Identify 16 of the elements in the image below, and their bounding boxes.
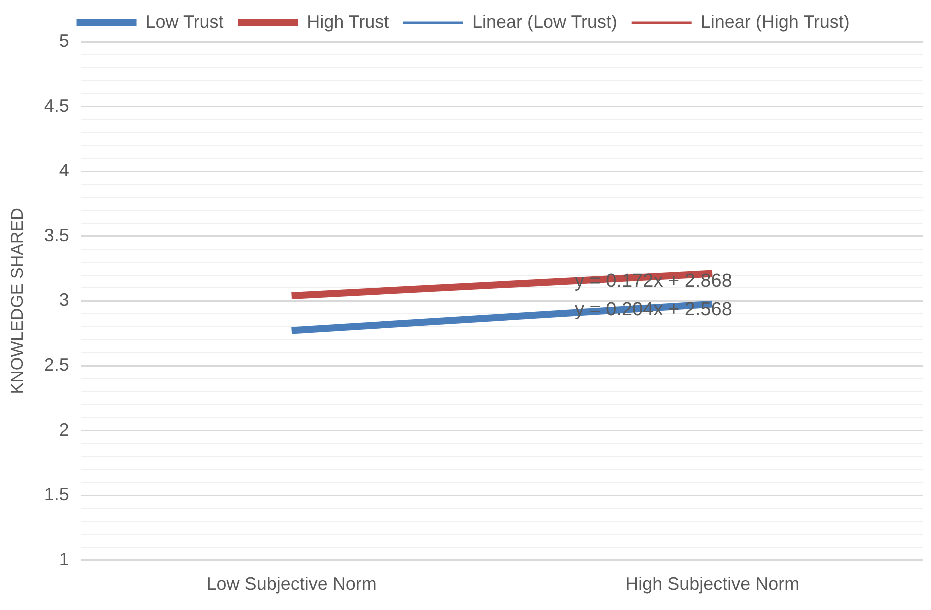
legend-label: Linear (Low Trust) [472, 12, 618, 32]
y-axis-title: KNOWLEDGE SHARED [8, 208, 27, 394]
y-tick-label: 1.5 [44, 484, 70, 505]
y-tick-label: 3.5 [44, 225, 70, 246]
y-tick-label: 3 [59, 290, 70, 310]
y-tick-label: 5 [59, 30, 70, 51]
y-tick-label: 1 [59, 549, 70, 570]
y-tick-label: 2 [59, 420, 70, 440]
x-tick-label: High Subjective Norm [626, 574, 800, 594]
legend-label: High Trust [307, 12, 390, 32]
legend-label: Linear (High Trust) [700, 12, 850, 32]
y-tick-label: 4 [59, 160, 70, 181]
legend-label: Low Trust [146, 12, 224, 32]
y-tick-label: 4.5 [44, 96, 70, 116]
x-tick-label: Low Subjective Norm [206, 574, 377, 594]
y-tick-label: 2.5 [44, 354, 70, 375]
